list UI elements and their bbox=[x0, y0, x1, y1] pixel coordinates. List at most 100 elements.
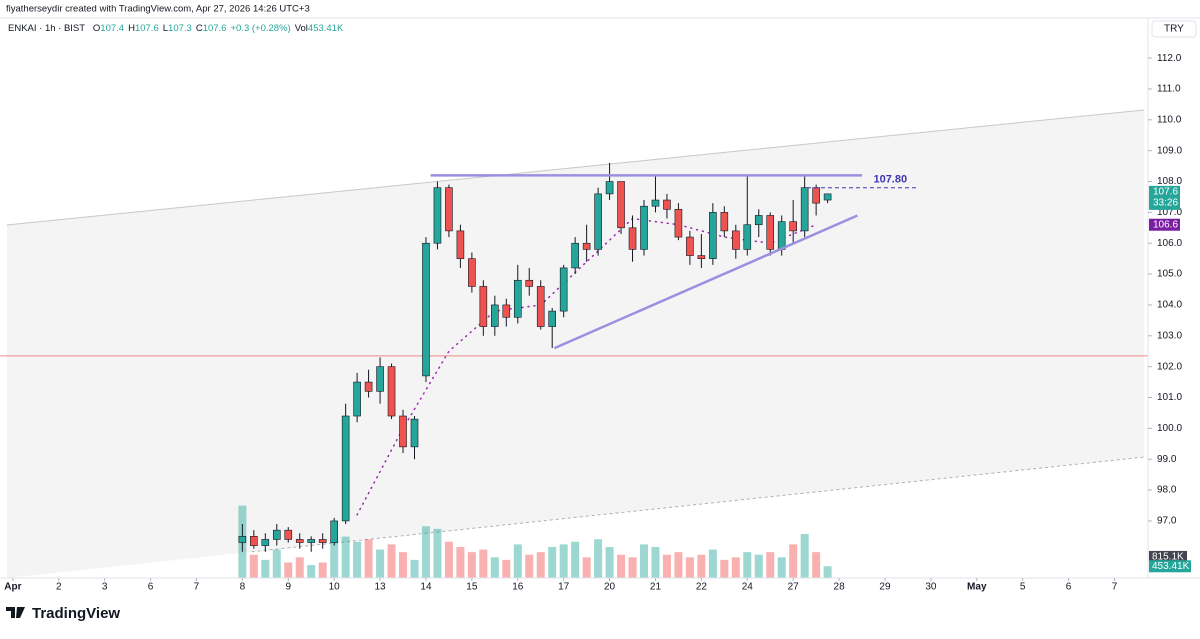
y-tick-label: 107.0 bbox=[1157, 207, 1182, 218]
candle-body bbox=[582, 242, 591, 250]
candle-body bbox=[617, 181, 625, 229]
volume-bar bbox=[353, 541, 362, 578]
volume-bar bbox=[812, 552, 821, 578]
volume-bar bbox=[444, 541, 453, 578]
candle-body bbox=[513, 279, 522, 318]
x-tick-label: 22 bbox=[696, 582, 708, 593]
volume-bar bbox=[789, 544, 798, 578]
x-tick-label: 30 bbox=[925, 582, 937, 593]
x-tick-label: 21 bbox=[650, 582, 662, 593]
brand-icon bbox=[6, 607, 25, 618]
candle-body bbox=[812, 187, 820, 204]
currency-box[interactable] bbox=[1151, 20, 1197, 38]
candle-body bbox=[548, 310, 556, 327]
y-tick-label: 101.0 bbox=[1157, 392, 1182, 403]
x-tick-label: 14 bbox=[420, 582, 432, 593]
volume-bar bbox=[731, 557, 740, 578]
ohlc-label: H bbox=[128, 23, 135, 34]
attribution: fiyatherseydir created with TradingView.… bbox=[6, 4, 310, 15]
ohlc-label: O bbox=[93, 23, 100, 34]
y-tick-label: 106.0 bbox=[1157, 238, 1182, 249]
candle-body bbox=[330, 520, 338, 543]
volume-last: 453.41K bbox=[1152, 561, 1190, 572]
volume-bar bbox=[307, 565, 316, 578]
volume-bar bbox=[433, 528, 442, 578]
candle-body bbox=[284, 529, 293, 540]
volume-bar bbox=[823, 566, 832, 578]
volume-value: 453.41K bbox=[308, 23, 344, 34]
candle-body bbox=[651, 199, 660, 207]
volume-bar bbox=[399, 552, 408, 578]
candle-body bbox=[318, 539, 327, 543]
volume-bar bbox=[708, 549, 717, 578]
candle-body bbox=[491, 304, 499, 327]
y-tick-label: 108.0 bbox=[1157, 176, 1182, 187]
volume-bar bbox=[456, 546, 465, 578]
x-tick-label: Apr bbox=[4, 582, 21, 593]
ohlc-value: 107.4 bbox=[100, 23, 124, 34]
candle-body bbox=[410, 418, 419, 448]
volume-bar bbox=[479, 549, 488, 578]
candle-body bbox=[307, 539, 316, 543]
volume-bar bbox=[295, 557, 304, 578]
volume-bar bbox=[548, 546, 557, 578]
x-tick-label: 15 bbox=[466, 582, 478, 593]
candle-body bbox=[663, 199, 671, 210]
candle-body bbox=[445, 187, 453, 232]
candle-body bbox=[720, 212, 729, 232]
y-tick-label: 109.0 bbox=[1157, 145, 1182, 156]
candle-body bbox=[468, 258, 476, 287]
candle-body bbox=[341, 415, 350, 522]
x-tick-label: 29 bbox=[879, 582, 891, 593]
candle-body bbox=[709, 212, 717, 259]
volume-ma: 815.1K bbox=[1152, 552, 1184, 563]
candle-body bbox=[732, 230, 740, 250]
x-tick-label: 24 bbox=[742, 582, 754, 593]
candle-body bbox=[422, 242, 430, 377]
candle-body bbox=[789, 221, 797, 232]
volume-bar bbox=[410, 559, 419, 578]
candle-body bbox=[479, 286, 488, 327]
x-tick-label: 28 bbox=[834, 582, 846, 593]
y-tick-label: 102.0 bbox=[1157, 361, 1182, 372]
candle-body bbox=[238, 536, 247, 543]
volume-bar bbox=[617, 554, 626, 578]
candle-body bbox=[261, 539, 270, 546]
target-label: 107.80 bbox=[873, 174, 907, 186]
candle-body bbox=[399, 415, 407, 448]
volume-bar bbox=[743, 552, 752, 578]
volume-bar bbox=[525, 554, 534, 578]
candle-body bbox=[502, 304, 511, 318]
x-tick-label: 3 bbox=[102, 582, 108, 593]
volume-bar bbox=[502, 559, 511, 578]
volume-bar bbox=[513, 544, 522, 578]
y-tick-label: 111.0 bbox=[1157, 84, 1181, 95]
volume-bar bbox=[605, 546, 614, 578]
x-tick-label: 7 bbox=[1112, 582, 1118, 593]
x-tick-label: 7 bbox=[194, 582, 200, 593]
y-tick-label: 104.0 bbox=[1157, 300, 1182, 311]
x-tick-label: 16 bbox=[512, 582, 524, 593]
ma-price: 106.6 bbox=[1153, 219, 1178, 230]
x-tick-label: 27 bbox=[788, 582, 800, 593]
volume-bar bbox=[272, 549, 281, 578]
candle-body bbox=[640, 205, 648, 250]
candle-body bbox=[800, 187, 809, 232]
x-tick-label: May bbox=[967, 582, 987, 593]
x-tick-label: 17 bbox=[558, 582, 570, 593]
support-line bbox=[553, 214, 858, 350]
last-price-tag bbox=[1149, 185, 1180, 210]
last-price: 107.6 bbox=[1153, 187, 1178, 198]
y-tick-label: 100.0 bbox=[1157, 423, 1182, 434]
currency: TRY bbox=[1164, 24, 1184, 35]
y-tick-label: 105.0 bbox=[1157, 269, 1182, 280]
candle-body bbox=[605, 181, 614, 195]
volume-bar bbox=[640, 544, 648, 578]
volume-label: Vol bbox=[295, 23, 308, 34]
volume-bar bbox=[766, 552, 775, 578]
volume-bar bbox=[536, 552, 545, 578]
volume-bar bbox=[662, 554, 671, 578]
candle-body bbox=[686, 236, 694, 256]
candle-body bbox=[594, 193, 602, 250]
x-tick-label: 9 bbox=[285, 582, 291, 593]
